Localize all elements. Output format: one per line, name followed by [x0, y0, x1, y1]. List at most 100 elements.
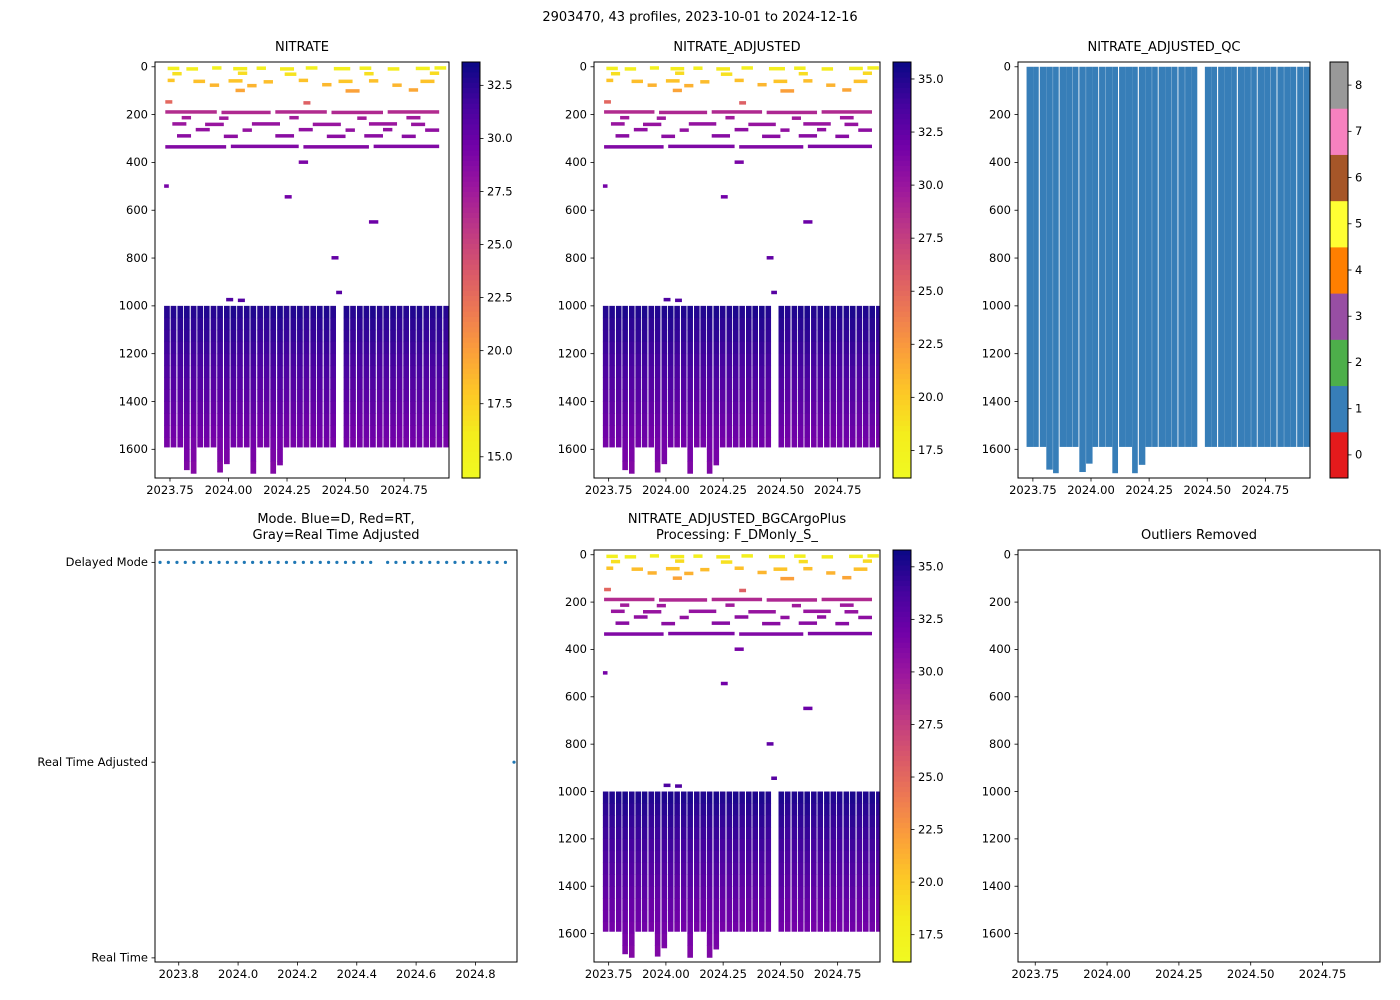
svg-text:800: 800: [989, 251, 1011, 265]
svg-text:Real Time Adjusted: Real Time Adjusted: [37, 755, 148, 769]
svg-text:1000: 1000: [982, 784, 1011, 798]
svg-text:8: 8: [1355, 78, 1362, 92]
svg-text:2024.8: 2024.8: [455, 967, 495, 981]
svg-text:2024.25: 2024.25: [699, 967, 747, 981]
svg-text:25.0: 25.0: [918, 770, 944, 784]
panel-title-text: Mode. Blue=D, Red=RT,: [257, 512, 415, 527]
panel-title-nitrate-adjusted-qc: NITRATE_ADJUSTED_QC: [1018, 40, 1310, 56]
svg-text:400: 400: [565, 642, 587, 656]
svg-text:2024.50: 2024.50: [1227, 967, 1275, 981]
svg-text:1600: 1600: [119, 442, 148, 456]
svg-text:2023.75: 2023.75: [1009, 483, 1057, 497]
svg-text:0: 0: [1355, 448, 1362, 462]
svg-text:2024.00: 2024.00: [642, 483, 690, 497]
svg-text:2024.25: 2024.25: [699, 483, 747, 497]
svg-text:200: 200: [126, 107, 148, 121]
svg-text:2024.4: 2024.4: [337, 967, 377, 981]
svg-text:0: 0: [1004, 548, 1011, 562]
svg-text:30.0: 30.0: [487, 131, 513, 145]
svg-text:27.5: 27.5: [487, 184, 513, 198]
svg-text:1400: 1400: [982, 879, 1011, 893]
svg-text:1200: 1200: [119, 346, 148, 360]
svg-text:2024.00: 2024.00: [1083, 967, 1131, 981]
svg-text:2024.2: 2024.2: [277, 967, 317, 981]
svg-text:2024.75: 2024.75: [1242, 483, 1290, 497]
svg-text:400: 400: [989, 155, 1011, 169]
svg-text:200: 200: [565, 107, 587, 121]
svg-text:2024.50: 2024.50: [1183, 483, 1231, 497]
svg-text:0: 0: [141, 60, 148, 74]
panel-title-text: Outliers Removed: [1140, 528, 1258, 543]
svg-text:2024.25: 2024.25: [1155, 967, 1203, 981]
svg-text:35.0: 35.0: [918, 72, 944, 86]
svg-text:1600: 1600: [558, 442, 587, 456]
svg-text:2023.75: 2023.75: [1011, 967, 1059, 981]
svg-text:600: 600: [565, 690, 587, 704]
figure-title: 2903470, 43 profiles, 2023-10-01 to 2024…: [542, 10, 858, 25]
svg-text:22.5: 22.5: [487, 290, 513, 304]
svg-text:1000: 1000: [558, 784, 587, 798]
svg-text:800: 800: [565, 251, 587, 265]
svg-text:5: 5: [1355, 217, 1362, 231]
svg-text:2024.00: 2024.00: [205, 483, 253, 497]
panel-title-text: NITRATE: [274, 40, 330, 55]
svg-text:20.0: 20.0: [918, 390, 944, 404]
svg-text:17.5: 17.5: [918, 927, 944, 941]
svg-text:20.0: 20.0: [918, 875, 944, 889]
svg-text:600: 600: [126, 203, 148, 217]
svg-text:15.0: 15.0: [487, 450, 513, 464]
svg-text:0: 0: [580, 548, 587, 562]
svg-text:3: 3: [1355, 309, 1362, 323]
svg-text:4: 4: [1355, 263, 1362, 277]
panel-title-mode: Mode. Blue=D, Red=RT, Gray=Real Time Adju…: [155, 512, 517, 544]
panel-title-text: NITRATE_ADJUSTED_QC: [1087, 40, 1241, 55]
svg-text:20.0: 20.0: [487, 343, 513, 357]
svg-text:400: 400: [989, 642, 1011, 656]
svg-text:27.5: 27.5: [918, 717, 944, 731]
svg-text:1000: 1000: [558, 299, 587, 313]
svg-text:7: 7: [1355, 124, 1362, 138]
svg-text:600: 600: [989, 203, 1011, 217]
panel-title-text: NITRATE_ADJUSTED: [673, 40, 801, 55]
svg-text:2024.6: 2024.6: [396, 967, 436, 981]
svg-text:1000: 1000: [119, 299, 148, 313]
svg-text:1400: 1400: [558, 394, 587, 408]
svg-text:1400: 1400: [982, 394, 1011, 408]
svg-text:2024.25: 2024.25: [263, 483, 311, 497]
svg-text:35.0: 35.0: [918, 560, 944, 574]
svg-text:30.0: 30.0: [918, 665, 944, 679]
svg-text:1600: 1600: [982, 926, 1011, 940]
svg-text:32.5: 32.5: [918, 125, 944, 139]
svg-text:2024.00: 2024.00: [642, 967, 690, 981]
svg-text:600: 600: [989, 690, 1011, 704]
svg-text:30.0: 30.0: [918, 178, 944, 192]
svg-text:1000: 1000: [982, 299, 1011, 313]
svg-text:17.5: 17.5: [487, 397, 513, 411]
svg-text:2024.75: 2024.75: [1299, 967, 1347, 981]
panel-title-text2: Processing: F_DMonly_S_: [656, 528, 818, 543]
svg-text:1: 1: [1355, 401, 1362, 415]
svg-text:6: 6: [1355, 170, 1362, 184]
svg-text:1600: 1600: [982, 442, 1011, 456]
svg-text:1200: 1200: [558, 346, 587, 360]
svg-text:2024.50: 2024.50: [322, 483, 370, 497]
svg-text:2024.50: 2024.50: [757, 483, 805, 497]
svg-text:1200: 1200: [982, 832, 1011, 846]
svg-text:32.5: 32.5: [918, 612, 944, 626]
svg-text:800: 800: [126, 251, 148, 265]
svg-text:800: 800: [989, 737, 1011, 751]
svg-text:22.5: 22.5: [918, 822, 944, 836]
panel-title-text: NITRATE_ADJUSTED_BGCArgoPlus: [627, 512, 847, 527]
svg-text:2023.75: 2023.75: [585, 967, 633, 981]
svg-text:32.5: 32.5: [487, 78, 513, 92]
svg-text:Real Time: Real Time: [91, 951, 148, 965]
svg-text:25.0: 25.0: [487, 237, 513, 251]
panel-title-bgcargoplus: NITRATE_ADJUSTED_BGCArgoPlus Processing: …: [594, 512, 880, 544]
svg-text:2024.00: 2024.00: [1067, 483, 1115, 497]
svg-text:Delayed Mode: Delayed Mode: [66, 555, 148, 569]
svg-text:22.5: 22.5: [918, 337, 944, 351]
svg-text:2023.8: 2023.8: [159, 967, 199, 981]
svg-text:1200: 1200: [982, 346, 1011, 360]
